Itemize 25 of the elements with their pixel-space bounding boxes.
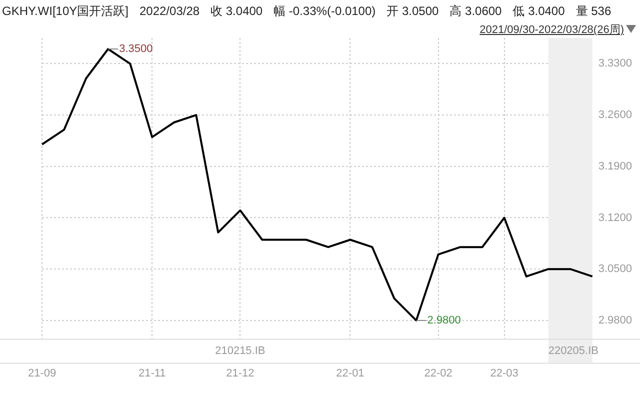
text: 2022/03/28 [139,4,200,18]
x-tick-label: 22-01 [336,367,364,380]
chart-subtitle: 2021/09/30-2022/03/28(26周) [480,23,624,37]
y-tick-label: 3.3300 [598,58,632,70]
text: 低 3.0400 [512,4,565,18]
chart-title: GKHY.WI[10Y国开活跃] [2,4,128,18]
text: 220205.IB [548,344,598,357]
x-tick-label: 22-02 [424,367,452,380]
x-tick-label: 21-12 [226,367,254,380]
text: 量 536 [576,4,612,18]
annotation: 2.9800 [427,314,461,326]
y-tick-label: 2.9800 [598,314,632,326]
text: 收 3.0400 [210,4,263,18]
x-tick-label: 21-09 [28,367,56,380]
x-tick-label: 21-11 [138,367,166,380]
text: 幅 -0.33%(-0.0100) [274,4,376,18]
y-tick-label: 3.1900 [598,160,632,172]
text: 高 3.0600 [450,4,502,18]
y-tick-label: 3.0500 [598,263,632,276]
text: 开 3.0500 [386,4,439,18]
y-tick-label: 3.2600 [598,109,632,122]
x-tick-label: 22-03 [490,367,518,380]
y-tick-label: 3.1200 [598,212,632,224]
text: 210215.IB [215,344,266,357]
annotation: 3.3500 [119,43,153,56]
